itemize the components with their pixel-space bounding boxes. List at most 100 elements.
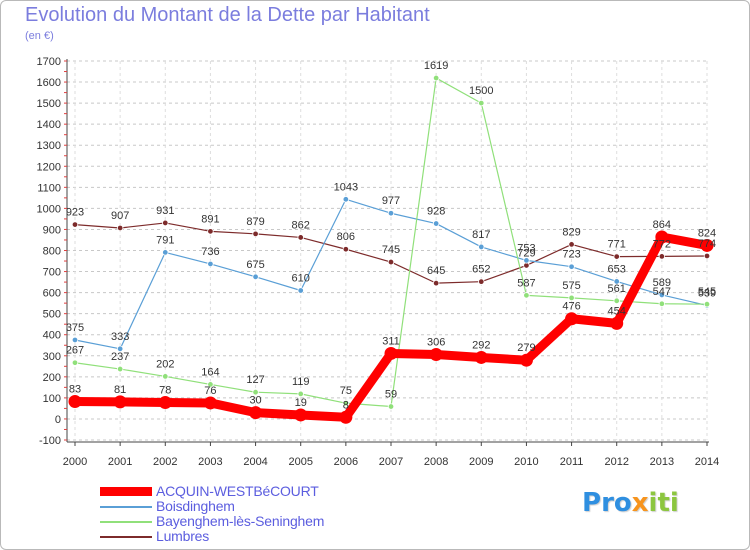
legend-item: Bayenghem-lès-Seninghem — [100, 514, 324, 529]
data-point — [68, 394, 82, 408]
legend-item: ACQUIN-WESTBéCOURT — [100, 484, 324, 499]
data-label: 645 — [427, 265, 445, 277]
data-point — [429, 348, 443, 362]
data-point — [613, 297, 620, 305]
legend-swatch-acquin — [100, 487, 152, 496]
data-point — [249, 406, 263, 420]
x-tick-label: 2009 — [469, 456, 493, 468]
series-group — [68, 230, 714, 424]
data-label: 333 — [111, 331, 129, 343]
data-label: 653 — [608, 263, 626, 275]
logo-letter: i — [669, 488, 679, 518]
legend-swatch-boisdinghem — [100, 505, 152, 508]
data-point — [342, 196, 350, 203]
data-point — [162, 373, 169, 380]
data-label: 547 — [653, 286, 671, 298]
data-point — [432, 74, 440, 82]
data-label: 753 — [517, 242, 535, 254]
y-tick-label: 1500 — [37, 98, 61, 110]
data-label: 589 — [653, 277, 671, 289]
data-point — [565, 312, 579, 326]
data-label: 652 — [472, 264, 490, 276]
series-group — [71, 196, 711, 353]
legend-item: Lumbres — [100, 529, 324, 544]
data-label: 75 — [340, 385, 352, 397]
data-label: 931 — [156, 205, 174, 217]
data-point — [432, 220, 440, 227]
data-label: 292 — [472, 339, 490, 351]
data-label: 928 — [427, 206, 445, 218]
data-label: 119 — [292, 376, 310, 388]
x-tick-label: 2002 — [153, 456, 177, 468]
data-label: 30 — [249, 395, 261, 407]
data-point — [342, 399, 350, 407]
legend-swatch-lumbres — [100, 535, 152, 538]
x-tick-label: 2010 — [514, 456, 538, 468]
data-point — [523, 292, 530, 299]
logo-letter: x — [631, 488, 649, 518]
data-label: 864 — [653, 219, 671, 231]
data-label: 829 — [562, 226, 580, 238]
data-label: 891 — [201, 213, 219, 225]
data-point — [568, 263, 575, 270]
data-label: 817 — [472, 229, 490, 241]
legend-label: Lumbres — [156, 528, 210, 544]
logo-letter: P — [582, 488, 602, 518]
data-point — [478, 99, 485, 107]
data-label: 306 — [427, 337, 445, 349]
data-point — [252, 230, 259, 238]
x-tick-label: 2001 — [108, 456, 132, 468]
data-point — [519, 353, 533, 367]
data-label: 723 — [562, 249, 580, 261]
data-label: 78 — [159, 385, 171, 397]
y-tick-label: 700 — [43, 267, 61, 279]
data-label: 267 — [66, 345, 84, 357]
data-label: 59 — [385, 389, 397, 401]
data-point — [568, 294, 575, 302]
data-point — [207, 260, 214, 268]
data-label: 772 — [653, 238, 671, 250]
data-point — [342, 246, 350, 253]
data-point — [655, 230, 669, 244]
data-label: 862 — [292, 219, 310, 231]
data-label: 774 — [698, 238, 716, 250]
y-tick-label: 1600 — [37, 77, 61, 89]
data-label: 824 — [698, 227, 716, 239]
data-label: 923 — [66, 207, 84, 219]
y-tick-label: 0 — [55, 414, 61, 426]
series-group — [71, 219, 711, 287]
data-label: 8 — [343, 399, 349, 411]
data-point — [703, 252, 711, 260]
data-label: 127 — [246, 374, 264, 386]
data-label: 311 — [382, 335, 400, 347]
x-tick-label: 2011 — [560, 456, 584, 468]
data-point — [71, 359, 79, 366]
x-tick-label: 2003 — [198, 456, 222, 468]
data-point — [432, 279, 440, 287]
data-label: 539 — [698, 287, 716, 299]
data-label: 745 — [382, 244, 400, 256]
y-tick-label: 1300 — [37, 140, 61, 152]
y-tick-label: 1100 — [37, 182, 61, 194]
y-tick-label: 1700 — [37, 56, 61, 68]
data-label: 476 — [562, 301, 580, 313]
legend-swatch-bayenghem — [100, 520, 152, 523]
data-point — [71, 336, 79, 344]
data-label: 977 — [382, 195, 400, 207]
data-point — [113, 395, 127, 409]
x-tick-label: 2000 — [63, 456, 87, 468]
data-label: 1043 — [334, 181, 358, 193]
data-point — [703, 300, 711, 308]
data-label: 771 — [608, 239, 626, 251]
data-label: 164 — [201, 366, 219, 378]
data-point — [613, 278, 620, 285]
data-label: 575 — [562, 280, 580, 292]
data-point — [387, 403, 395, 410]
data-label: 202 — [156, 358, 174, 370]
y-tick-label: 300 — [43, 351, 61, 363]
logo-letter: r — [601, 488, 614, 518]
legend-label: Bayenghem-lès-Seninghem — [156, 513, 325, 529]
data-point — [162, 219, 169, 227]
